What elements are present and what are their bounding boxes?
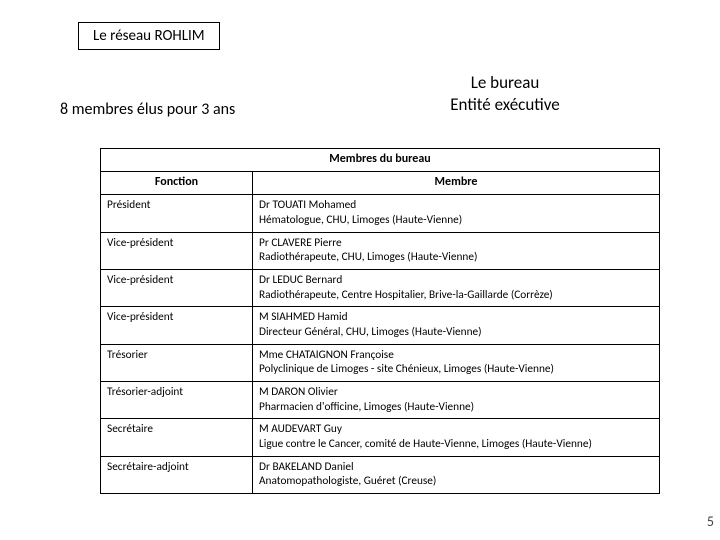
table-title: Membres du bureau bbox=[101, 149, 660, 172]
table-row: SecrétaireM AUDEVART GuyLigue contre le … bbox=[101, 419, 660, 456]
cell-membre: M AUDEVART GuyLigue contre le Cancer, co… bbox=[253, 419, 660, 456]
member-name: M SIAHMED Hamid bbox=[259, 310, 653, 325]
table-row: Vice-présidentDr LEDUC BernardRadiothéra… bbox=[101, 269, 660, 306]
cell-fonction: Vice-président bbox=[101, 232, 253, 269]
table-title-row: Membres du bureau bbox=[101, 149, 660, 172]
bureau-table-wrap: Membres du bureau Fonction Membre Présid… bbox=[100, 148, 660, 494]
member-name: Dr LEDUC Bernard bbox=[259, 273, 653, 288]
cell-fonction: Trésorier bbox=[101, 344, 253, 381]
member-role: Radiothérapeute, CHU, Limoges (Haute-Vie… bbox=[259, 250, 653, 265]
page-number: 5 bbox=[707, 513, 714, 530]
member-role: Polyclinique de Limoges - site Chénieux,… bbox=[259, 362, 653, 377]
cell-membre: Mme CHATAIGNON FrançoisePolyclinique de … bbox=[253, 344, 660, 381]
cell-fonction: Président bbox=[101, 195, 253, 232]
cell-fonction: Secrétaire-adjoint bbox=[101, 456, 253, 493]
member-role: Radiothérapeute, Centre Hospitalier, Bri… bbox=[259, 288, 653, 303]
member-role: Pharmacien d'officine, Limoges (Haute-Vi… bbox=[259, 400, 653, 415]
cell-membre: Pr CLAVERE PierreRadiothérapeute, CHU, L… bbox=[253, 232, 660, 269]
member-name: Pr CLAVERE Pierre bbox=[259, 236, 653, 251]
member-name: Dr TOUATI Mohamed bbox=[259, 198, 653, 213]
table-row: Vice-présidentM SIAHMED HamidDirecteur G… bbox=[101, 307, 660, 344]
member-name: Dr BAKELAND Daniel bbox=[259, 460, 653, 475]
col-membre: Membre bbox=[253, 171, 660, 195]
heading-line1: Le bureau bbox=[380, 72, 630, 94]
bureau-heading: Le bureau Entité exécutive bbox=[380, 72, 630, 116]
member-role: Anatomopathologiste, Guéret (Creuse) bbox=[259, 474, 653, 489]
cell-membre: Dr LEDUC BernardRadiothérapeute, Centre … bbox=[253, 269, 660, 306]
cell-membre: Dr TOUATI MohamedHématologue, CHU, Limog… bbox=[253, 195, 660, 232]
members-subtitle: 8 membres élus pour 3 ans bbox=[60, 100, 235, 119]
cell-membre: M SIAHMED HamidDirecteur Général, CHU, L… bbox=[253, 307, 660, 344]
heading-line2: Entité exécutive bbox=[380, 94, 630, 116]
table-row: Vice-présidentPr CLAVERE PierreRadiothér… bbox=[101, 232, 660, 269]
table-header-row: Fonction Membre bbox=[101, 171, 660, 195]
member-role: Hématologue, CHU, Limoges (Haute-Vienne) bbox=[259, 213, 653, 228]
member-name: M DARON Olivier bbox=[259, 385, 653, 400]
table-row: Secrétaire-adjointDr BAKELAND DanielAnat… bbox=[101, 456, 660, 493]
col-fonction: Fonction bbox=[101, 171, 253, 195]
member-role: Ligue contre le Cancer, comité de Haute-… bbox=[259, 437, 653, 452]
cell-membre: M DARON OlivierPharmacien d'officine, Li… bbox=[253, 381, 660, 418]
cell-fonction: Secrétaire bbox=[101, 419, 253, 456]
cell-membre: Dr BAKELAND DanielAnatomopathologiste, G… bbox=[253, 456, 660, 493]
cell-fonction: Vice-président bbox=[101, 269, 253, 306]
network-tag: Le réseau ROHLIM bbox=[78, 22, 220, 50]
member-name: M AUDEVART Guy bbox=[259, 422, 653, 437]
cell-fonction: Vice-président bbox=[101, 307, 253, 344]
table-row: PrésidentDr TOUATI MohamedHématologue, C… bbox=[101, 195, 660, 232]
table-row: TrésorierMme CHATAIGNON FrançoisePolycli… bbox=[101, 344, 660, 381]
bureau-table: Membres du bureau Fonction Membre Présid… bbox=[100, 148, 660, 494]
table-row: Trésorier-adjointM DARON OlivierPharmaci… bbox=[101, 381, 660, 418]
member-name: Mme CHATAIGNON Françoise bbox=[259, 348, 653, 363]
cell-fonction: Trésorier-adjoint bbox=[101, 381, 253, 418]
member-role: Directeur Général, CHU, Limoges (Haute-V… bbox=[259, 325, 653, 340]
